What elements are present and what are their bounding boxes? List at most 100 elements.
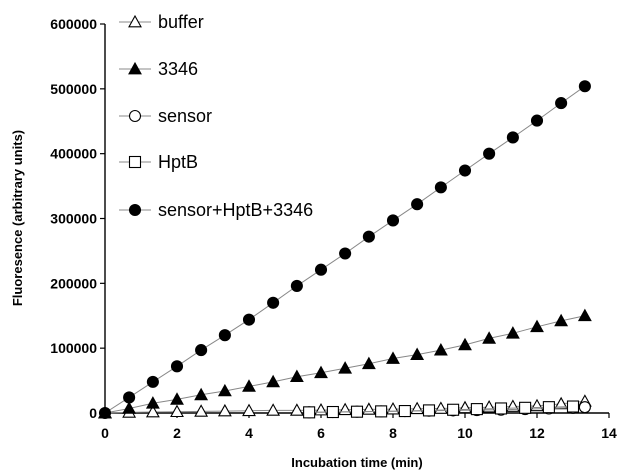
data-point	[314, 263, 328, 276]
x-tick-label: 10	[457, 425, 473, 441]
data-point	[326, 405, 339, 419]
data-point	[530, 114, 544, 127]
legend-item: 3346	[119, 59, 198, 79]
data-point	[361, 402, 376, 415]
data-point	[519, 401, 532, 414]
data-point	[98, 406, 112, 420]
y-tick-label: 200000	[50, 275, 97, 291]
data-point	[362, 230, 375, 243]
data-point	[410, 347, 425, 361]
data-point	[505, 326, 520, 339]
data-point	[170, 404, 184, 418]
x-tick-label: 6	[317, 425, 325, 441]
legend-item: sensor+HptB+3346	[119, 200, 313, 220]
legend-item: HptB	[119, 152, 198, 172]
data-point	[289, 369, 304, 383]
data-point	[447, 403, 460, 416]
data-point	[267, 296, 280, 309]
data-point	[170, 360, 184, 373]
legend-marker	[128, 109, 142, 123]
data-point	[361, 356, 376, 370]
data-point	[314, 402, 328, 416]
series-layer	[98, 80, 592, 420]
data-point	[289, 403, 304, 416]
legend-marker	[128, 203, 142, 217]
data-point	[386, 401, 400, 415]
data-point	[494, 402, 508, 415]
data-point	[122, 401, 137, 414]
y-ticks: 0 100000 200000 300000 400000 500000 600000	[50, 16, 105, 421]
data-point	[506, 131, 519, 144]
legend-label: HptB	[158, 152, 198, 172]
data-point	[542, 401, 555, 414]
data-point	[483, 147, 496, 160]
series-3	[303, 400, 580, 419]
legend-label: buffer	[158, 12, 204, 32]
x-ticks: 0 2 4 6 8 10 12 14	[101, 413, 617, 441]
data-point	[146, 375, 159, 388]
data-point	[338, 361, 353, 374]
legend-marker	[128, 14, 142, 28]
x-tick-label: 0	[101, 425, 109, 441]
data-point	[554, 396, 569, 410]
data-point	[242, 313, 256, 326]
data-point	[530, 319, 544, 333]
series-1	[98, 308, 592, 419]
data-point	[242, 403, 256, 417]
x-tick-label: 12	[529, 425, 545, 441]
data-point	[375, 405, 388, 418]
data-point	[145, 404, 160, 418]
legend-item: sensor	[119, 106, 212, 126]
y-tick-label: 100000	[50, 340, 97, 356]
data-point	[194, 387, 209, 401]
data-point	[422, 404, 436, 417]
data-point	[554, 313, 569, 327]
data-point	[170, 392, 184, 405]
data-point	[434, 181, 447, 194]
data-point	[555, 97, 568, 110]
data-point	[458, 337, 472, 351]
data-point	[433, 342, 448, 356]
legend-label: sensor	[158, 106, 212, 126]
data-point	[411, 198, 424, 211]
series-4	[98, 80, 591, 420]
legend-label: 3346	[158, 59, 198, 79]
data-point	[566, 400, 580, 413]
data-point	[217, 403, 232, 417]
y-tick-label: 400000	[50, 146, 97, 162]
data-point	[195, 344, 208, 357]
data-point	[314, 365, 328, 379]
legend-marker	[128, 61, 142, 75]
data-point	[386, 351, 400, 364]
series-0	[98, 394, 592, 419]
data-point	[433, 401, 448, 414]
data-point	[123, 391, 136, 404]
data-point	[410, 401, 425, 415]
y-tick-label: 300000	[50, 211, 97, 227]
x-tick-label: 4	[245, 425, 253, 441]
legend: buffer 3346 sensor HptB sensor+HptB+3346	[119, 12, 313, 220]
y-axis-title: Fluoresence (arbitrary units)	[10, 130, 25, 306]
x-tick-label: 14	[601, 425, 617, 441]
data-point	[266, 374, 281, 388]
y-tick-label: 500000	[50, 81, 97, 97]
data-point	[350, 405, 364, 418]
data-point	[577, 308, 592, 322]
data-point	[578, 80, 591, 93]
legend-label: sensor+HptB+3346	[158, 200, 313, 220]
data-point	[194, 404, 209, 417]
data-point	[578, 401, 591, 414]
data-point	[339, 247, 352, 260]
data-point	[470, 403, 483, 416]
data-point	[458, 164, 472, 177]
data-point	[398, 405, 411, 418]
data-point	[303, 406, 316, 419]
data-point	[217, 383, 232, 397]
data-point	[218, 329, 231, 342]
legend-item: buffer	[119, 12, 204, 32]
x-tick-label: 2	[173, 425, 181, 441]
data-point	[386, 214, 400, 227]
y-tick-label: 0	[89, 405, 97, 421]
x-axis-title: Incubation time (min)	[291, 455, 422, 470]
